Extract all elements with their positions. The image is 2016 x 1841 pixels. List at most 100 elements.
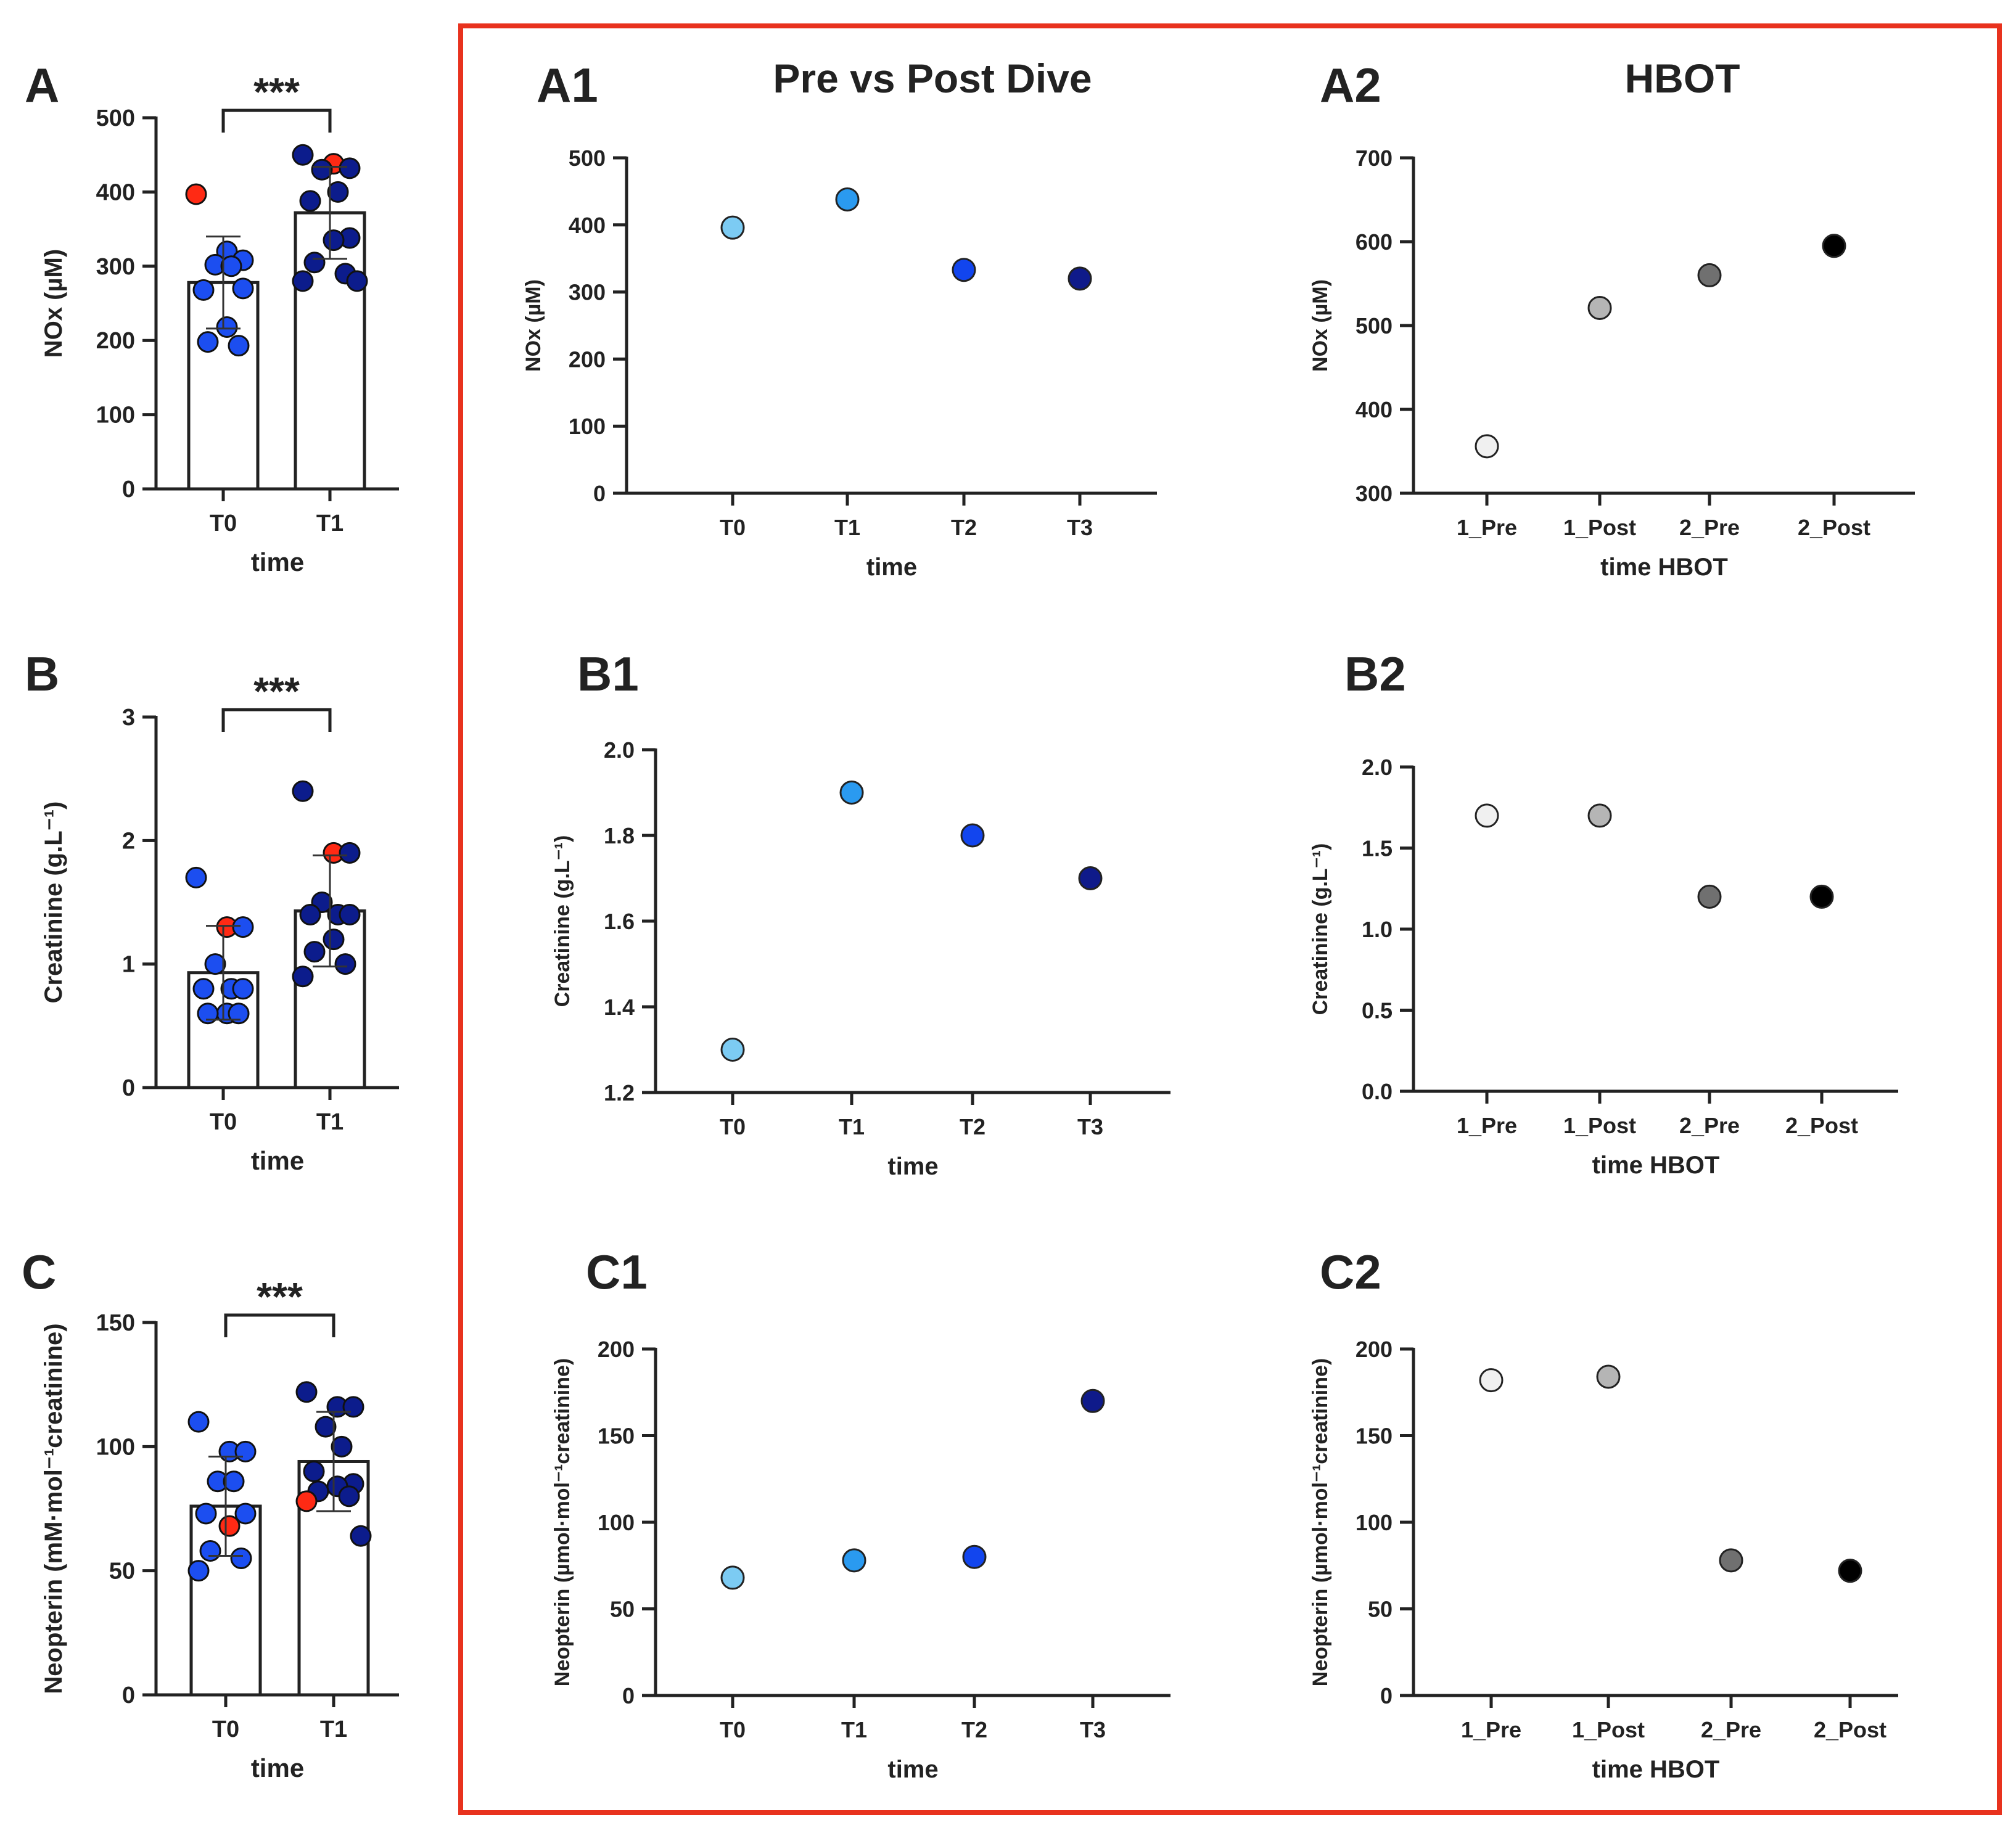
chart-c-data-point [230,1548,252,1570]
chart-b-y-tick-label: 2 [122,828,135,854]
chart-a1-x-tick-label: T1 [834,515,860,540]
chart-c-data-point [199,1540,221,1562]
chart-a1-y-tick-label: 400 [569,213,606,238]
chart-a-data-point [192,279,215,301]
chart-c-data-point [342,1396,364,1418]
chart-a-y-tick-label: 500 [96,105,135,131]
chart-c-data-point [187,1560,210,1582]
chart-a2-data-point [1697,263,1722,287]
chart-b2-data-point [1697,884,1722,909]
chart-b1-y-tick-label: 1.8 [604,823,635,848]
chart-a-data-point [197,331,219,353]
chart-a2-y-tick-label: 300 [1356,481,1393,506]
chart-a-significance-bracket [221,109,332,133]
chart-c2-x-tick-label: 1_Pre [1461,1717,1521,1742]
chart-a1-x-tick-label: T0 [720,515,746,540]
chart-c2-x-tick-label: 2_Post [1814,1717,1886,1742]
chart-c2-data-point [1719,1548,1743,1573]
chart-c1-x-tick-label: T1 [841,1717,867,1742]
chart-c-data-point [303,1461,325,1483]
chart-b1-data-point [1078,866,1103,890]
title-pre-post-dive: Pre vs Post Dive [773,55,1092,101]
chart-b-data-point [185,866,207,888]
chart-a-data-point [303,252,326,274]
chart-b-data-point [232,978,254,1000]
chart-c-significance-label: *** [257,1274,303,1319]
chart-c2-x-tick-label: 1_Post [1572,1717,1645,1742]
chart-b2-data-point [1587,803,1612,828]
chart-a2-x-tick-label: 2_Pre [1679,515,1740,540]
chart-b-data-point [339,904,361,926]
chart-c-data-point [234,1503,257,1525]
chart-a1-x-tick-label: T3 [1067,515,1093,540]
chart-b-y-tick-label: 0 [122,1075,135,1101]
chart-c2-y-tick-label: 100 [1356,1510,1393,1535]
chart-b1-y-tick-label: 1.4 [604,994,635,1020]
chart-a-data-point [228,335,250,357]
chart-c2-data-point [1838,1559,1862,1583]
chart-a-data-point [327,181,349,203]
chart-a-data-point [232,277,254,300]
chart-b1-y-tick-label: 2.0 [604,737,635,763]
chart-c-data-point [315,1416,337,1438]
chart-c2-y-tick-label: 200 [1356,1337,1393,1362]
chart-b-significance-label: *** [253,669,300,713]
chart-b-data-point [299,904,321,926]
chart-c1-y-tick-label: 200 [598,1337,635,1362]
chart-b2-y-tick-label: 0.5 [1362,998,1393,1023]
chart-b-data-point [232,916,254,938]
chart-b1-data-point [960,823,985,848]
chart-a2-data-point [1475,434,1499,459]
highlight-frame [458,23,2002,1815]
chart-a1-y-tick-label: 100 [569,414,606,439]
chart-b-data-point [192,978,215,1000]
chart-a-y-tick-label: 200 [96,328,135,354]
chart-c-data-point [331,1435,353,1458]
chart-b1-y-tick-label: 1.2 [604,1080,635,1105]
chart-a1-data-point [835,187,860,211]
chart-c2-data-point [1479,1368,1504,1393]
chart-c1-y-tick-label: 0 [622,1683,635,1708]
chart-c1-data-point [842,1548,866,1573]
chart-c-panel-label: C [22,1245,56,1299]
chart-b2-x-tick-label: 2_Pre [1679,1113,1740,1138]
chart-c-y-tick-label: 150 [96,1310,135,1336]
chart-b-y-tick-label: 3 [122,705,135,731]
chart-a2-x-tick-label: 2_Post [1798,515,1870,540]
chart-c1-x-tick-label: T3 [1080,1717,1106,1742]
chart-b1-data-point [720,1038,745,1062]
chart-a-data-point [311,158,333,181]
chart-a-data-point [299,190,321,212]
chart-b1-x-axis-title: time [887,1153,938,1180]
chart-a-data-point [323,229,345,252]
chart-a-data-point [292,144,314,166]
chart-a2-data-point [1587,295,1612,320]
chart-c2-y-tick-label: 0 [1380,1683,1393,1708]
chart-c2-y-axis-title: Neopterin (µmol·mol⁻¹creatinine) [1309,1358,1332,1686]
chart-a2-x-tick-label: 1_Post [1563,515,1636,540]
chart-c1-x-tick-label: T2 [961,1717,987,1742]
chart-a-significance-label: *** [253,70,300,114]
chart-b-data-point [204,953,226,975]
chart-c-y-tick-label: 50 [109,1559,135,1585]
chart-b2-y-axis-title: Creatinine (g.L⁻¹) [1309,843,1332,1015]
chart-a-x-axis-title: time [251,547,304,576]
chart-b2-x-tick-label: 1_Pre [1457,1113,1517,1138]
chart-a2-data-point [1822,234,1846,258]
chart-b1-data-point [839,781,864,805]
chart-c-data-point [195,1503,217,1525]
chart-a-data-point [339,157,361,179]
chart-c-data-point [218,1515,241,1537]
chart-c1-x-tick-label: T0 [720,1717,746,1742]
chart-a-y-tick-label: 100 [96,403,135,428]
chart-b1-y-tick-label: 1.6 [604,909,635,934]
chart-b2-x-axis-title: time HBOT [1592,1152,1720,1179]
chart-b2-panel-label: B2 [1344,647,1406,701]
chart-a2-y-tick-label: 500 [1356,313,1393,338]
chart-a-data-point [346,270,368,292]
chart-c1-panel-label: C1 [586,1245,648,1299]
chart-a-y-tick-label: 0 [122,477,135,502]
chart-a1-data-point [1068,266,1092,291]
